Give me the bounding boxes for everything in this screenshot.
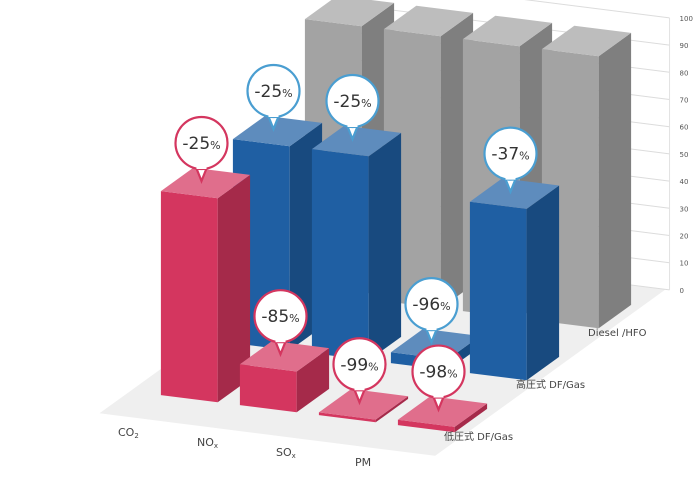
bar-front-face (318, 412, 376, 423)
bar-side-face (217, 174, 251, 403)
bar-top-face (311, 125, 402, 157)
callout-join (426, 324, 437, 331)
bar-side-face (296, 348, 330, 413)
callout-value: -85% (261, 307, 299, 327)
bar-nox-low-pressure (239, 340, 330, 413)
tick-label: 100 (680, 15, 693, 23)
bar-top-face (541, 25, 632, 57)
series-label-low-pressure: 低圧式 DF/Gas (444, 430, 513, 443)
bar-sox-low-pressure (318, 389, 409, 423)
callout-join (275, 336, 286, 343)
callout-value: -25% (254, 82, 292, 102)
callout-value: -25% (182, 134, 220, 154)
value-callouts: -25% -25% -96% -37% -25% -85% -99% -98% (174, 63, 538, 413)
tick-label: 40 (680, 178, 689, 186)
bar-top-face (383, 5, 474, 37)
callout-nox-low-pressure: -85% (253, 289, 308, 358)
bar-top-face (397, 396, 488, 427)
bar-top-face (239, 340, 330, 372)
bar-pm-high-pressure (469, 178, 560, 381)
category-label-co2: CO2 (118, 426, 139, 440)
callout-sox-high-pressure: -96% (404, 277, 459, 346)
bar-top-face (304, 0, 395, 27)
bar-top-face (390, 328, 481, 360)
callout-co2-high-pressure: -25% (246, 63, 301, 132)
callout-join (347, 121, 358, 127)
callout-join (196, 163, 207, 169)
callout-join (354, 384, 365, 391)
bar-side-face (375, 396, 409, 423)
category-label-sox: SOx (276, 446, 296, 460)
gridline (524, 0, 670, 19)
callout-join (505, 173, 516, 180)
bar-front-face (160, 191, 218, 403)
callout-value: -25% (333, 92, 371, 112)
bar-top-face (469, 178, 560, 209)
bar-top-face (160, 167, 251, 199)
bar-top-face (318, 389, 409, 420)
callout-pm-low-pressure: -98% (411, 344, 466, 413)
tick-label: 0 (680, 287, 684, 295)
tick-label: 20 (680, 233, 689, 241)
series-label-diesel: Diesel /HFO (588, 328, 647, 339)
callout-value: -37% (491, 145, 529, 165)
bar-side-face (598, 32, 632, 329)
tick-label: 60 (680, 124, 689, 132)
bar-side-face (526, 185, 560, 381)
bar-front-face (239, 364, 297, 413)
tick-label: 70 (680, 97, 689, 105)
category-label-pm: PM (355, 456, 371, 469)
bar-nox-high-pressure (311, 125, 402, 361)
bar-top-face (232, 115, 323, 147)
tick-label: 50 (680, 151, 689, 159)
callout-co2-low-pressure: -25% (174, 115, 229, 184)
tick-label: 80 (680, 69, 689, 77)
tick-label: 30 (680, 205, 689, 213)
callout-join (268, 111, 279, 117)
axis-labels: CO2 NOx SOx PM Diesel /HFO 高圧式 DF/Gas 低圧式 DF/G… (118, 328, 647, 469)
series-label-high-pressure: 高圧式 DF/Gas (516, 378, 585, 391)
tick-label: 10 (680, 260, 689, 268)
callout-value: -99% (340, 355, 378, 375)
bar-co2-low-pressure (160, 167, 251, 403)
bar-front-face (469, 201, 527, 381)
bar-top-face (462, 15, 553, 47)
bar-side-face (454, 403, 488, 433)
callout-nox-high-pressure: -25% (325, 73, 380, 142)
bars (160, 0, 632, 433)
bar-front-face (397, 419, 455, 433)
callout-value: -96% (412, 295, 450, 315)
tick-label: 90 (680, 42, 689, 50)
callout-value: -98% (419, 363, 457, 383)
bar-pm-low-pressure (397, 396, 488, 433)
bar-front-face (311, 149, 369, 361)
bar-side-face (368, 132, 402, 361)
callout-join (433, 391, 444, 398)
callout-pm-high-pressure: -37% (483, 126, 538, 195)
callout-sox-low-pressure: -99% (332, 337, 387, 406)
category-label-nox: NOx (197, 436, 218, 450)
